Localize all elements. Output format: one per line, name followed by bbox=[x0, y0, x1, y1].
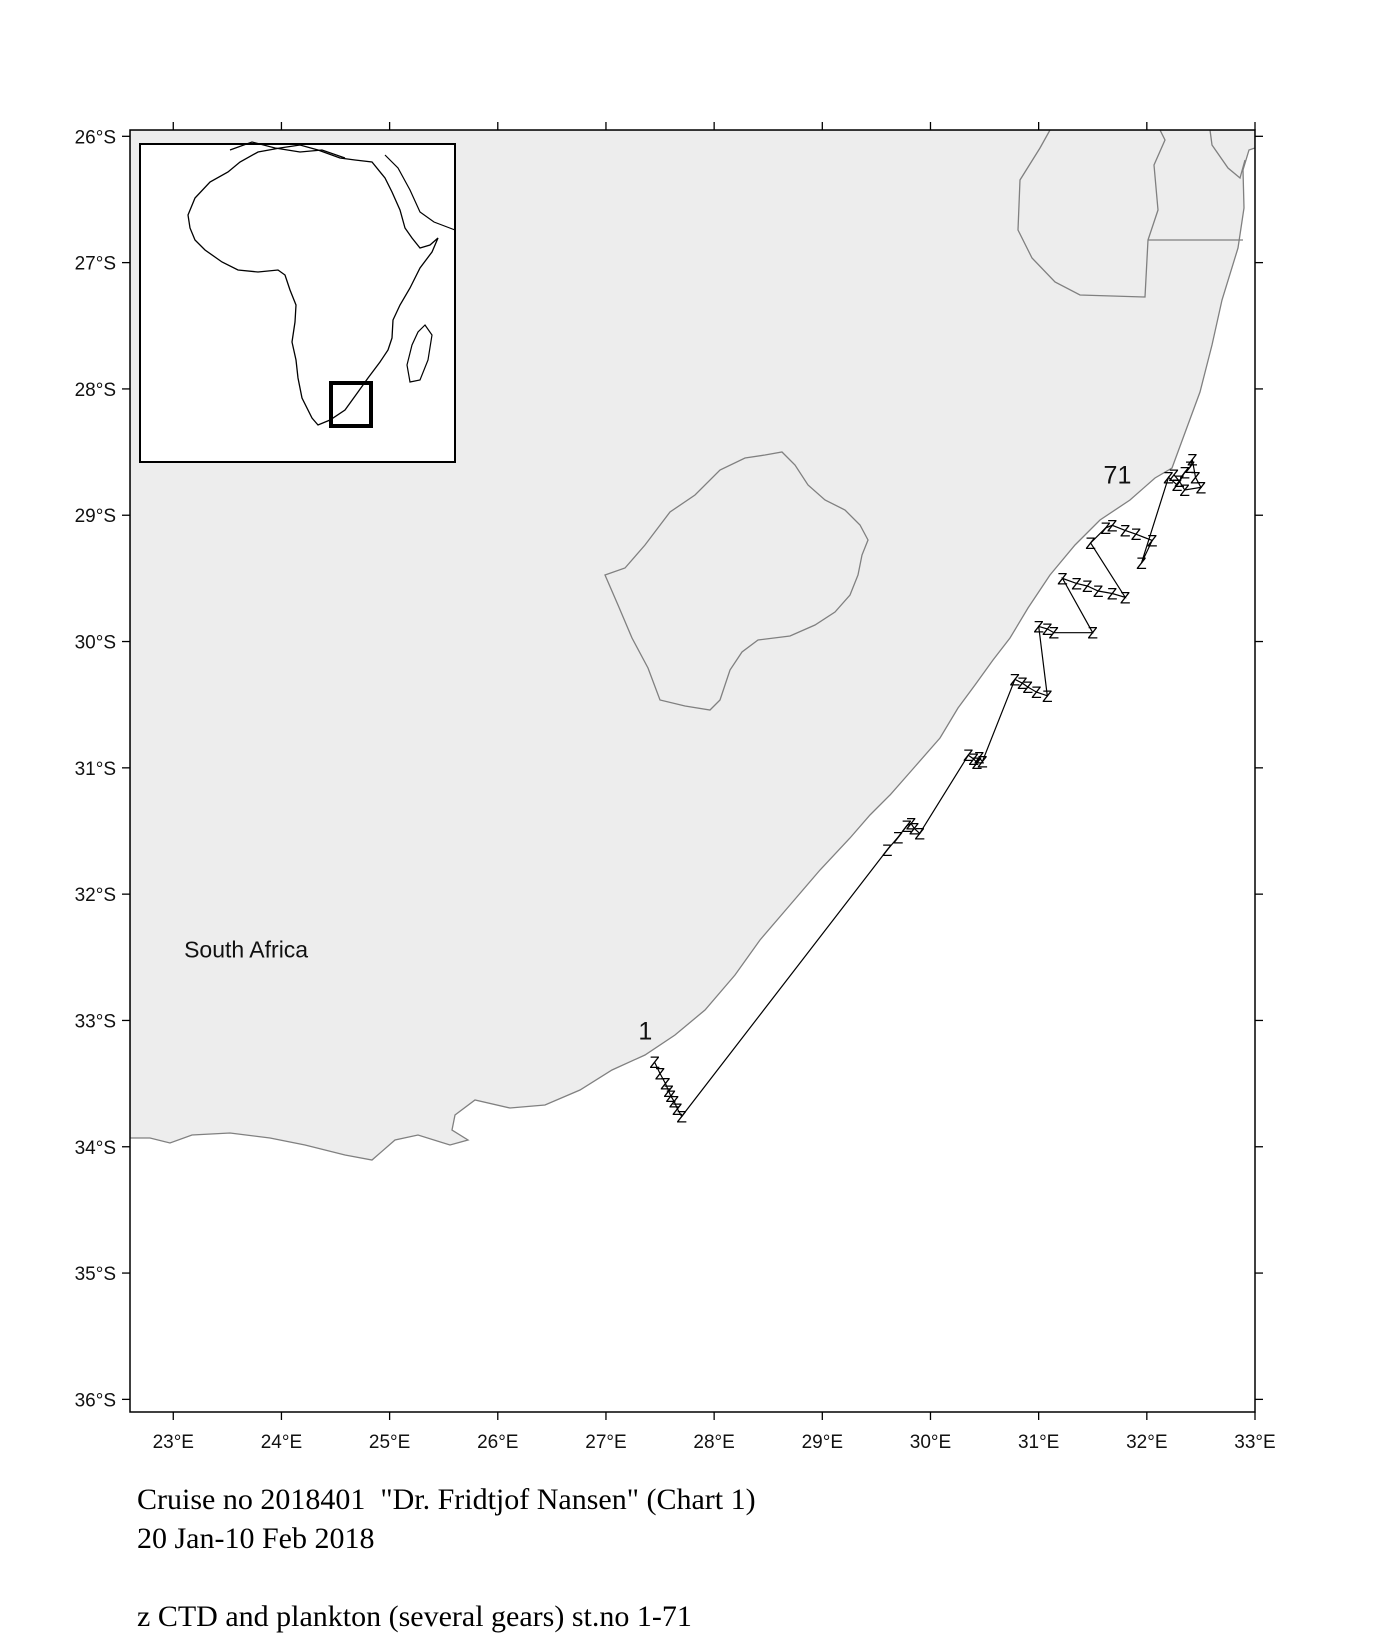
lat-tick-label: 26°S bbox=[75, 127, 116, 148]
station-marker: Z bbox=[1101, 519, 1111, 538]
inset-map bbox=[139, 141, 456, 463]
station-marker: Z bbox=[660, 1075, 670, 1094]
track-line bbox=[654, 459, 1202, 1118]
station-marker: Z bbox=[972, 754, 982, 773]
lat-tick-label: 27°S bbox=[75, 254, 116, 275]
africa-outline bbox=[187, 144, 439, 426]
mediterranean-coast bbox=[229, 141, 346, 159]
station-marker: Z bbox=[1174, 472, 1184, 491]
caption-spacer bbox=[137, 1558, 756, 1597]
station-marker: Z bbox=[649, 1053, 659, 1072]
station-marker: Z bbox=[1196, 478, 1206, 497]
station-marker: Z bbox=[1042, 687, 1052, 706]
lat-tick-label: 30°S bbox=[75, 633, 116, 654]
lon-tick-label: 24°E bbox=[261, 1432, 302, 1453]
station-marker: Z bbox=[1131, 525, 1141, 544]
station-marker: Z bbox=[969, 750, 979, 769]
lon-tick-label: 32°E bbox=[1126, 1432, 1167, 1453]
study-area-box bbox=[329, 381, 373, 428]
station-marker: Z bbox=[1190, 468, 1200, 487]
caption-cruise-line: Cruise no 2018401 "Dr. Fridtjof Nansen" … bbox=[137, 1483, 756, 1516]
station-marker: Z bbox=[901, 817, 911, 836]
station-marker: Z bbox=[664, 1082, 674, 1101]
lon-tick-label: 23°E bbox=[153, 1432, 194, 1453]
border-line bbox=[1017, 130, 1166, 298]
lesotho-border bbox=[604, 451, 869, 711]
station-marker: Z bbox=[1107, 585, 1117, 604]
station-marker: Z bbox=[1179, 463, 1189, 482]
station-marker: Z bbox=[1071, 574, 1081, 593]
station-marker: Z bbox=[1049, 624, 1059, 643]
lat-tick-label: 34°S bbox=[75, 1138, 116, 1159]
station-marker: Z bbox=[1017, 674, 1027, 693]
station-marker: Z bbox=[1082, 577, 1092, 596]
madagascar-outline bbox=[406, 324, 433, 383]
station-marker: Z bbox=[1042, 620, 1052, 639]
station-marker: Z bbox=[977, 753, 987, 772]
station-marker: Z bbox=[676, 1107, 686, 1126]
station-marker: Z bbox=[1120, 521, 1130, 540]
station-marker: Z bbox=[1107, 516, 1117, 535]
map-caption: Cruise no 2018401 "Dr. Fridtjof Nansen" … bbox=[137, 1480, 756, 1636]
station-marker: Z bbox=[1031, 683, 1041, 702]
caption-legend-line: z CTD and plankton (several gears) st.no… bbox=[137, 1600, 692, 1633]
lon-tick-label: 31°E bbox=[1018, 1432, 1059, 1453]
station-marker: Z bbox=[1088, 624, 1098, 643]
lon-tick-label: 25°E bbox=[369, 1432, 410, 1453]
lat-tick-label: 33°S bbox=[75, 1011, 116, 1032]
station-marker: Z bbox=[1187, 451, 1197, 470]
station-marker: Z bbox=[1172, 476, 1182, 495]
station-marker: Z bbox=[655, 1065, 665, 1084]
lon-tick-label: 30°E bbox=[910, 1432, 951, 1453]
station-marker: Z bbox=[1033, 617, 1043, 636]
axis-ticks: 23°E 24°E 25°E 26°E 27°E 28°E 29°E 30°E 31°E 32°E… bbox=[75, 122, 1276, 1453]
lat-tick-label: 35°S bbox=[75, 1264, 116, 1285]
arabia-outline bbox=[384, 154, 456, 231]
lon-tick-label: 33°E bbox=[1234, 1432, 1275, 1453]
station-marker: Z bbox=[963, 746, 973, 765]
lon-tick-label: 26°E bbox=[477, 1432, 518, 1453]
station-marker: Z bbox=[1169, 466, 1179, 485]
station-marker: Z bbox=[1010, 670, 1020, 689]
lat-tick-label: 28°S bbox=[75, 380, 116, 401]
station-marker: Z bbox=[893, 828, 903, 847]
station-marker: Z bbox=[1023, 678, 1033, 697]
station-marker: Z bbox=[1163, 468, 1173, 487]
lat-tick-label: 32°S bbox=[75, 885, 116, 906]
caption-date-line: 20 Jan-10 Feb 2018 bbox=[137, 1522, 375, 1555]
country-label: South Africa bbox=[184, 936, 308, 962]
lon-tick-label: 27°E bbox=[585, 1432, 626, 1453]
station-marker: Z bbox=[909, 819, 919, 838]
station-marker: Z bbox=[672, 1100, 682, 1119]
station-marker: Z bbox=[906, 814, 916, 833]
lat-tick-label: 29°S bbox=[75, 506, 116, 527]
station-marker: Z bbox=[1120, 588, 1130, 607]
station-marker: Z bbox=[1085, 534, 1095, 553]
station-marker: Z bbox=[1136, 554, 1146, 573]
border-line bbox=[1209, 130, 1246, 180]
station-marker: Z bbox=[882, 841, 892, 860]
lon-tick-label: 29°E bbox=[802, 1432, 843, 1453]
lat-tick-label: 36°S bbox=[75, 1390, 116, 1411]
station-marker: Z bbox=[1093, 582, 1103, 601]
station-marker: Z bbox=[974, 749, 984, 768]
last-station-label: 71 bbox=[1104, 462, 1132, 490]
map-frame bbox=[129, 129, 1256, 1413]
station-marker: Z bbox=[666, 1087, 676, 1106]
station-marker: Z bbox=[1179, 481, 1189, 500]
station-marker: Z bbox=[669, 1092, 679, 1111]
lon-tick-label: 28°E bbox=[693, 1432, 734, 1453]
station-marker: Z bbox=[914, 825, 924, 844]
station-marker: Z bbox=[1185, 458, 1195, 477]
station-marker: Z bbox=[1057, 569, 1067, 588]
lat-tick-label: 31°S bbox=[75, 759, 116, 780]
station-marker: Z bbox=[1147, 531, 1157, 550]
first-station-label: 1 bbox=[638, 1017, 652, 1045]
